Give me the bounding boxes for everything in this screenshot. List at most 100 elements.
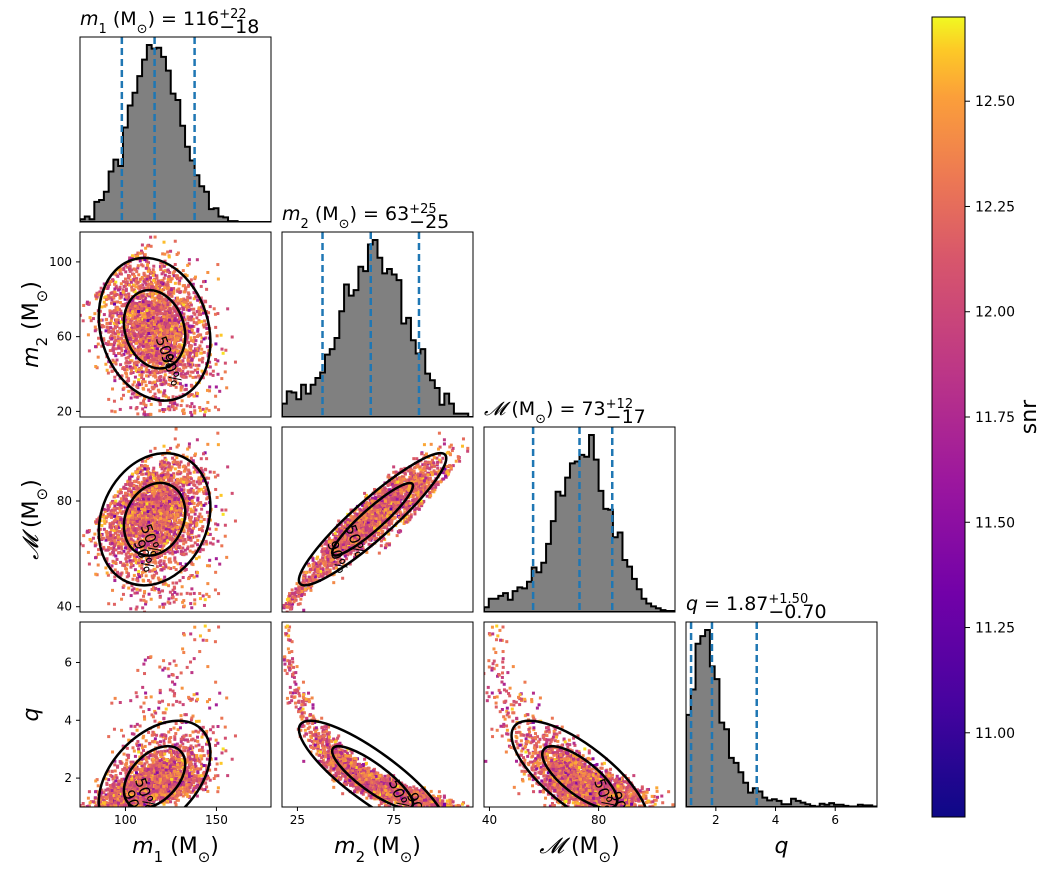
sample-point — [143, 336, 147, 340]
sample-point — [163, 575, 167, 579]
sample-point — [171, 588, 175, 592]
sample-point — [150, 292, 154, 296]
sample-point — [133, 484, 137, 488]
sample-point — [149, 280, 153, 284]
sample-point — [205, 326, 209, 330]
sample-point — [138, 355, 142, 359]
sample-point — [194, 375, 198, 379]
sample-point — [157, 327, 161, 331]
sample-point — [136, 467, 140, 471]
sample-point — [140, 356, 144, 360]
sample-point — [147, 292, 151, 296]
sample-point — [170, 506, 174, 510]
sample-point — [133, 395, 137, 399]
sample-point — [137, 327, 141, 331]
sample-point — [117, 314, 121, 318]
sample-point — [128, 531, 132, 535]
sample-point — [183, 548, 187, 552]
sample-point — [124, 356, 128, 360]
sample-point — [138, 542, 142, 546]
sample-point — [150, 544, 154, 548]
sample-point — [154, 368, 158, 372]
sample-point — [208, 527, 212, 531]
sample-point — [156, 320, 160, 324]
sample-point — [200, 469, 204, 473]
sample-point — [174, 326, 178, 330]
sample-point — [109, 342, 113, 346]
sample-point — [183, 476, 187, 480]
sample-point — [133, 278, 137, 282]
sample-point — [112, 343, 116, 347]
sample-point — [191, 370, 195, 374]
sample-point — [157, 340, 161, 344]
sample-point — [202, 350, 206, 354]
sample-point — [185, 305, 189, 309]
sample-point — [137, 524, 141, 528]
sample-point — [145, 464, 149, 468]
sample-point — [103, 304, 107, 308]
sample-point — [150, 321, 154, 325]
sample-point — [190, 587, 194, 591]
sample-point — [142, 340, 146, 344]
sample-point — [155, 565, 159, 569]
sample-point — [142, 377, 146, 381]
sample-point — [134, 470, 138, 474]
sample-point — [158, 563, 162, 567]
sample-point — [171, 595, 175, 599]
sample-point — [145, 563, 149, 567]
sample-point — [151, 273, 155, 277]
sample-point — [158, 502, 162, 506]
sample-point — [194, 549, 198, 553]
sample-point — [137, 349, 141, 353]
sample-point — [167, 290, 171, 294]
sample-point — [173, 262, 177, 266]
sample-point — [157, 376, 161, 380]
sample-point — [174, 379, 178, 383]
sample-point — [171, 499, 175, 503]
sample-point — [124, 361, 128, 365]
sample-point — [170, 311, 174, 315]
sample-point — [140, 545, 144, 549]
sample-point — [168, 309, 172, 313]
sample-point — [157, 330, 161, 334]
sample-point — [108, 525, 112, 529]
sample-point — [195, 517, 199, 521]
sample-point — [102, 519, 106, 523]
sample-point — [128, 311, 132, 315]
sample-point — [176, 251, 180, 255]
sample-point — [197, 306, 201, 310]
sample-point — [152, 568, 156, 572]
sample-point — [203, 319, 207, 323]
sample-point — [129, 371, 133, 375]
sample-point — [128, 360, 132, 364]
sample-point — [173, 523, 177, 527]
sample-point — [94, 297, 98, 301]
sample-point — [160, 546, 164, 550]
sample-point — [206, 442, 210, 446]
sample-point — [102, 337, 106, 341]
sample-point — [167, 340, 171, 344]
sample-point — [149, 346, 153, 350]
sample-point — [107, 545, 111, 549]
sample-point — [124, 371, 128, 375]
sample-point — [85, 300, 89, 304]
sample-point — [141, 407, 145, 411]
sample-point — [190, 402, 194, 406]
sample-point — [143, 380, 147, 384]
sample-point — [140, 548, 144, 552]
sample-point — [106, 284, 110, 288]
sample-point — [155, 296, 159, 300]
sample-point — [157, 520, 161, 524]
sample-point — [149, 613, 152, 616]
sample-point — [189, 520, 193, 524]
sample-point — [131, 283, 135, 287]
sample-point — [143, 278, 147, 282]
sample-point — [137, 312, 141, 316]
sample-point — [163, 351, 167, 355]
sample-point — [185, 322, 189, 326]
sample-point — [166, 250, 170, 254]
sample-point — [125, 563, 129, 567]
sample-point — [145, 283, 149, 287]
sample-point — [173, 550, 177, 554]
sample-point — [131, 539, 135, 543]
